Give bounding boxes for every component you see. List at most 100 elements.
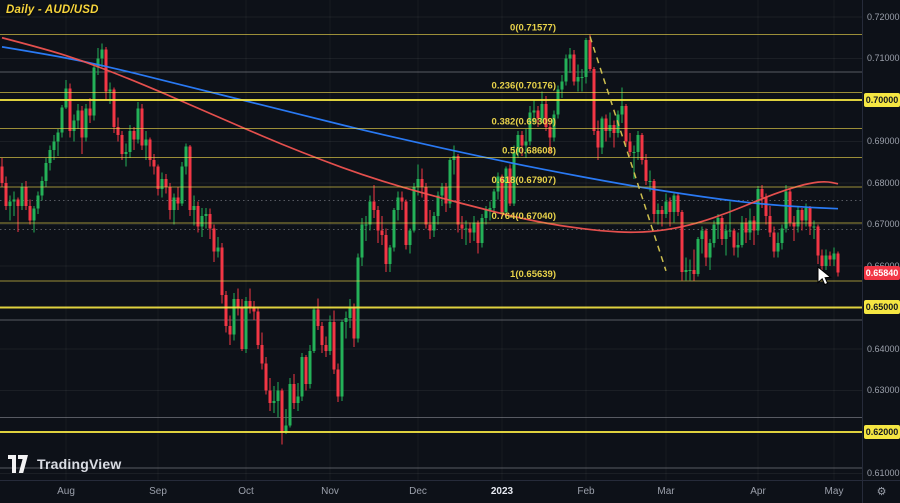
candle[interactable] <box>392 207 396 252</box>
candle[interactable] <box>356 253 360 343</box>
candle[interactable] <box>272 386 276 414</box>
candle[interactable] <box>836 251 840 277</box>
candle[interactable] <box>224 290 228 333</box>
candle[interactable] <box>148 137 152 167</box>
candle[interactable] <box>264 357 268 395</box>
candle[interactable] <box>752 216 756 246</box>
candle[interactable] <box>736 232 740 258</box>
candle[interactable] <box>544 95 548 132</box>
candle[interactable] <box>780 224 784 250</box>
candle[interactable] <box>700 226 704 254</box>
candle[interactable] <box>768 205 772 237</box>
candle[interactable] <box>16 197 20 232</box>
candle[interactable] <box>628 133 632 156</box>
candle[interactable] <box>388 245 392 273</box>
candle[interactable] <box>104 46 108 100</box>
candle[interactable] <box>348 299 352 329</box>
ma-slow-blue[interactable] <box>1 46 839 210</box>
candle[interactable] <box>572 50 576 86</box>
candle[interactable] <box>652 178 656 223</box>
candle[interactable] <box>36 191 40 215</box>
candle[interactable] <box>444 182 448 212</box>
candle[interactable] <box>416 164 420 196</box>
candle[interactable] <box>84 104 88 142</box>
candle[interactable] <box>828 251 832 266</box>
candle[interactable] <box>260 332 264 370</box>
candle[interactable] <box>368 195 372 231</box>
candle[interactable] <box>340 319 344 401</box>
price-axis[interactable]: 0.720000.710000.690000.680000.670000.660… <box>862 0 900 480</box>
candle[interactable] <box>180 162 184 206</box>
candle[interactable] <box>336 363 340 403</box>
candle[interactable] <box>56 129 60 156</box>
candle[interactable] <box>276 382 280 418</box>
candle[interactable] <box>324 336 328 358</box>
candle[interactable] <box>724 224 728 256</box>
candle[interactable] <box>116 117 120 142</box>
candle[interactable] <box>596 120 600 161</box>
candle[interactable] <box>76 104 80 130</box>
candle[interactable] <box>256 307 260 349</box>
candle[interactable] <box>456 153 460 233</box>
candle[interactable] <box>796 205 800 233</box>
candle[interactable] <box>480 214 484 248</box>
candle[interactable] <box>24 180 28 210</box>
candle[interactable] <box>684 257 688 281</box>
candle[interactable] <box>816 224 820 264</box>
candle[interactable] <box>308 344 312 389</box>
candle[interactable] <box>640 133 644 165</box>
candle[interactable] <box>704 228 708 266</box>
ma-fast-red[interactable] <box>1 36 839 234</box>
candle[interactable] <box>820 249 824 271</box>
gear-icon[interactable]: ⚙ <box>876 486 887 498</box>
candle[interactable] <box>280 388 284 445</box>
candle[interactable] <box>304 355 308 391</box>
candle[interactable] <box>384 228 388 273</box>
candle[interactable] <box>476 220 480 254</box>
candle[interactable] <box>68 83 72 138</box>
candle[interactable] <box>460 216 464 239</box>
candle[interactable] <box>756 185 760 235</box>
candle[interactable] <box>20 182 24 210</box>
candle[interactable] <box>352 303 356 347</box>
candle[interactable] <box>40 176 44 201</box>
candle[interactable] <box>156 164 160 196</box>
candle[interactable] <box>812 220 816 239</box>
candle[interactable] <box>776 232 780 258</box>
candle[interactable] <box>220 243 224 304</box>
candle[interactable] <box>532 99 536 123</box>
candle[interactable] <box>516 131 520 159</box>
candle[interactable] <box>404 199 408 250</box>
candle[interactable] <box>712 220 716 248</box>
candle[interactable] <box>188 144 192 217</box>
candle[interactable] <box>396 191 400 221</box>
dashed-trendline[interactable] <box>589 36 667 272</box>
candle[interactable] <box>668 197 672 227</box>
candle[interactable] <box>772 226 776 258</box>
candle[interactable] <box>0 158 4 188</box>
candle[interactable] <box>248 288 252 314</box>
candle[interactable] <box>124 143 128 167</box>
candle[interactable] <box>676 193 680 217</box>
candle[interactable] <box>672 193 676 223</box>
candle[interactable] <box>568 48 572 74</box>
candle[interactable] <box>332 310 336 374</box>
candle[interactable] <box>328 315 332 356</box>
candle[interactable] <box>604 114 608 142</box>
candle[interactable] <box>600 116 604 154</box>
candle[interactable] <box>316 298 320 331</box>
candle[interactable] <box>268 377 272 412</box>
candle[interactable] <box>28 199 32 225</box>
candle[interactable] <box>168 182 172 220</box>
candle[interactable] <box>428 209 432 239</box>
candle[interactable] <box>636 131 640 161</box>
chart-plot-area[interactable]: 0(0.71577) 0.236(0.70176) 0.382(0.69309) 0.… <box>0 0 862 480</box>
candle[interactable] <box>556 85 560 119</box>
axis-settings-corner[interactable]: ⚙ <box>862 480 900 503</box>
candle[interactable] <box>764 193 768 225</box>
candle[interactable] <box>580 68 584 92</box>
candle[interactable] <box>800 207 804 231</box>
candle[interactable] <box>160 172 164 198</box>
candle[interactable] <box>164 173 168 194</box>
candle[interactable] <box>748 208 752 241</box>
